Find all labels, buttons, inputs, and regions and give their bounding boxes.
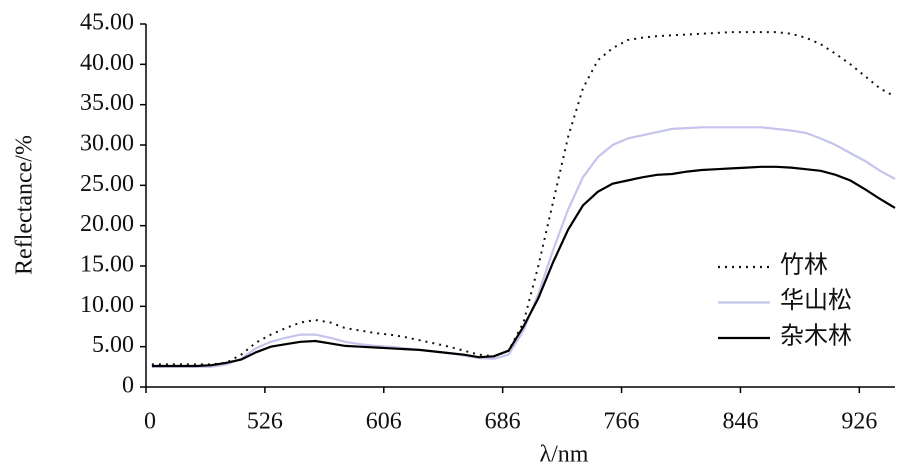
x-tick-label: 926 [841,409,877,435]
y-tick-label: 15.00 [80,252,134,278]
y-tick-label: 35.00 [80,90,134,116]
y-tick-label: 30.00 [80,131,134,157]
line-series [151,126,896,368]
legend-label: 竹林 [780,252,828,279]
x-tick-label: 686 [485,409,521,435]
x-tick-label: 846 [722,409,758,435]
x-tick-label: 766 [604,409,640,435]
y-tick-label: 10.00 [80,292,134,318]
x-tick-label: 606 [366,409,402,435]
y-tick-label: 5.00 [92,332,134,358]
line-series [151,165,896,368]
line-series [151,31,896,366]
y-axis-label: Reflectance/% [12,135,38,275]
y-tick-label: 20.00 [80,211,134,237]
y-tick-label: 40.00 [80,50,134,76]
y-tick-label: 0 [122,373,134,399]
y-tick-label: 45.00 [80,10,134,36]
x-tick-label: 0 [144,409,156,435]
legend-label: 杂木林 [780,323,852,350]
x-axis-label: λ/nm [540,442,589,468]
x-tick-label: 526 [247,409,283,435]
y-tick-label: 25.00 [80,171,134,197]
legend-label: 华山松 [780,287,852,314]
